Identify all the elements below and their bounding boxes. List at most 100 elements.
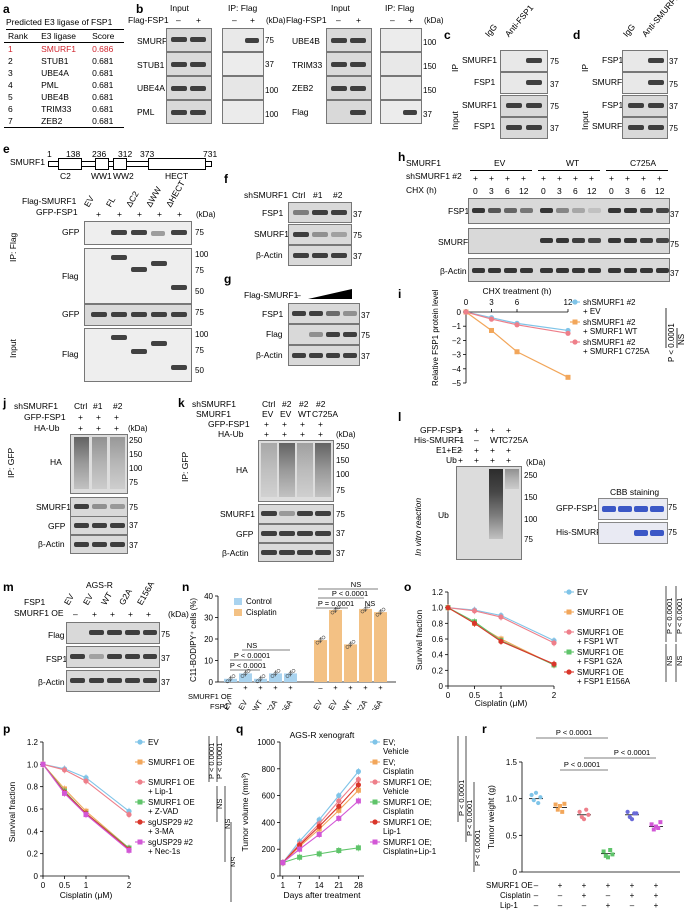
blot-label: SMURF1 [592,121,627,131]
band [588,268,601,273]
legend-marker [572,299,578,305]
legend-label: + Nec-1s [148,847,180,856]
mw-marker: 37 [129,521,138,530]
data-point [488,316,495,322]
legend-label: + FSP1 G2A [577,657,623,666]
band [640,238,653,243]
stat-label: P < 0.0001 [665,598,674,634]
panel-label-c: c [444,28,451,42]
legend-label: Lip-1 [383,827,401,836]
sign: + [505,173,510,183]
data-point [538,795,543,800]
series-5 [280,797,361,867]
point [351,639,356,644]
panel-label-a: a [3,2,10,16]
x-tick-label: 0 [446,691,451,700]
blot-label: β-Actin [256,250,283,260]
mw-marker: 37 [129,541,138,550]
m-fsp1-cat: EV [80,591,96,607]
blot-image [288,345,360,366]
data-point [514,349,520,355]
stat-label: P < 0.0001 [473,830,480,866]
mw-marker: 250 [524,471,538,480]
stat-label: NS [215,799,224,809]
x-tick-label: WT [251,698,265,710]
l-his-smurf1: His-SMURF1 [414,435,465,445]
sign: + [196,15,201,25]
j-sh1: #1 [93,401,103,411]
bar [344,644,357,682]
oe-sign: + [348,683,353,692]
blot-image [222,76,264,100]
series-line [465,311,569,332]
row-sign: + [606,881,611,890]
legend-label: + SMURF1 WT [583,327,638,336]
blot-image [258,440,334,502]
blot-image [326,52,372,76]
point [321,635,326,640]
blot-label: FSP1 [262,309,284,319]
y-axis-label: Tumor weight (g) [486,785,496,849]
cbb-gel [598,498,668,520]
legend-marker [566,609,572,615]
bar [359,608,372,682]
mw-marker: 37 [161,678,170,687]
mw-marker: 75 [550,102,559,111]
band [588,208,601,213]
row-sign: – [630,901,635,910]
oe-sign: + [258,683,263,692]
data-point [514,322,520,328]
x-tick-label: 14 [315,881,324,890]
sign: – [458,435,463,445]
blot-image [166,52,212,76]
blot-image [222,100,264,124]
tick: 312 [118,149,133,159]
point [345,645,350,649]
d-anti: Anti-SMURF1 [639,0,682,39]
k-sh2: #2 [316,399,326,409]
b-input-label: Input [170,3,189,13]
sign: + [458,425,463,435]
sign: + [264,429,269,439]
data-point [581,817,587,822]
e-input: Input [8,339,18,358]
bar [374,612,387,682]
row-sign: – [534,891,539,900]
blot-label: GFP [236,529,254,539]
blot-image [84,221,192,245]
y-tick-label: 600 [262,792,276,801]
k-ev: EV [280,409,292,419]
table-row: 6 TRIM33 0.681 [8,104,114,114]
construct: EV [81,193,97,209]
sign: + [408,15,413,25]
y-axis-label: C11-BODIPY⁺ cells (%) [189,598,198,682]
cbb-gel [598,522,668,544]
sign: + [356,15,361,25]
mw-marker: 75 [195,346,204,355]
legend-label: + Lip-1 [148,787,173,796]
stat-label: P < 0.0001 [614,748,650,757]
row-sign: – [558,891,563,900]
point [273,671,278,676]
sign: + [137,209,142,219]
y-axis-label: Survival fraction [414,609,424,670]
bar [329,609,342,682]
sign: C725A [502,435,528,445]
sign: + [157,209,162,219]
row-sign: + [630,891,635,900]
band [624,238,637,243]
x-tick-label: 1 [281,881,286,890]
legend-marker [566,669,572,675]
sign: + [318,419,323,429]
h-smurf1: SMURF1 [406,158,441,168]
sign: + [625,173,630,183]
blot-label: His-SMURF1 [556,527,607,537]
legend-label: Vehicle [383,787,409,796]
legend-marker [137,739,143,745]
table-row: 3 UBE4A 0.681 [8,68,114,78]
series-2 [463,309,571,336]
data-point [533,790,539,795]
sign: + [541,173,546,183]
data-point [651,827,656,832]
